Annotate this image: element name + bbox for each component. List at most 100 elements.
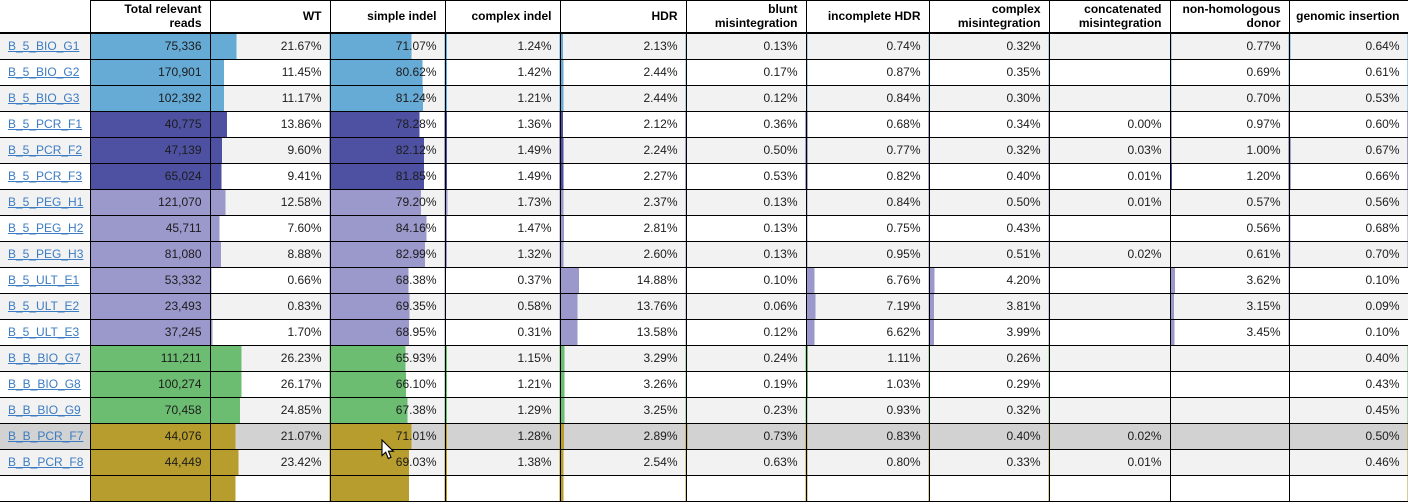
cell-non-homologous-donor <box>1169 396 1290 424</box>
col-header-complex-indel: complex indel <box>444 0 561 34</box>
cell-non-homologous-donor: 0.97% <box>1169 110 1290 138</box>
cell-simple-indel: 78.28% <box>329 110 446 138</box>
table-row: B_5_PEG_H1 121,070 12.58% 79.20% 1.73% 2.37% 0… <box>0 188 1408 216</box>
cell-non-homologous-donor: 3.45% <box>1169 318 1290 346</box>
cell-blunt-misintegration: 0.19% <box>685 370 807 398</box>
cell-total-reads: 65,024 <box>89 162 211 190</box>
row-label-cell: B_5_ULT_E1 <box>0 266 91 294</box>
row-label-cell: B_5_PEG_H3 <box>0 240 91 268</box>
table-row: B_B_BIO_G9 70,458 24.85% 67.38% 1.29% 3.25% 0.… <box>0 396 1408 424</box>
cell-simple-indel: 66.10% <box>329 370 446 398</box>
cell-simple-indel: 80.62% <box>329 58 446 86</box>
table-row: B_5_PCR_F3 65,024 9.41% 81.85% 1.49% 2.27% 0.5… <box>0 162 1408 190</box>
table-body: B_5_BIO_G1 75,336 21.67% 71.07% 1.24% 2.13% 0.… <box>0 32 1408 502</box>
cell-genomic-insertion: 0.09% <box>1288 292 1408 320</box>
cell-simple-indel: 68.38% <box>329 266 446 294</box>
cell-complex-misintegration: 0.29% <box>928 370 1050 398</box>
cell-simple-indel: 84.16% <box>329 214 446 242</box>
cell-hdr: 14.88% <box>559 266 687 294</box>
cell-hdr: 2.60% <box>559 240 687 268</box>
cell-total-reads: 100,274 <box>89 370 211 398</box>
cell-complex-misintegration: 0.30% <box>928 84 1050 112</box>
cell-blunt-misintegration: 0.06% <box>685 292 807 320</box>
cell-complex-misintegration: 0.40% <box>928 422 1050 450</box>
cell-complex-misintegration: 0.35% <box>928 58 1050 86</box>
cell-complex-indel: 1.21% <box>444 370 561 398</box>
cell-complex-indel: 0.37% <box>444 266 561 294</box>
cell-complex-indel: 1.47% <box>444 214 561 242</box>
cell-complex-misintegration: 3.81% <box>928 292 1050 320</box>
row-label-link[interactable]: B_5_PCR_F3 <box>8 169 83 183</box>
cell-complex-indel: 1.73% <box>444 188 561 216</box>
cell-wt: 23.42% <box>209 448 331 476</box>
row-label-link[interactable]: B_5_PCR_F2 <box>8 143 83 157</box>
cell-wt: 0.83% <box>209 292 331 320</box>
cell-hdr: 2.44% <box>559 58 687 86</box>
cell-wt <box>209 474 331 502</box>
cell-genomic-insertion: 0.56% <box>1288 188 1408 216</box>
col-header-row-label <box>0 0 91 34</box>
cell-genomic-insertion: 0.10% <box>1288 266 1408 294</box>
cell-simple-indel: 81.85% <box>329 162 446 190</box>
row-label-link[interactable]: B_5_PEG_H3 <box>8 247 84 261</box>
row-label-link[interactable]: B_5_PCR_F1 <box>8 117 83 131</box>
cell-wt: 9.41% <box>209 162 331 190</box>
row-label-link[interactable]: B_B_PCR_F8 <box>8 455 84 469</box>
cell-simple-indel: 69.03% <box>329 448 446 476</box>
cell-genomic-insertion: 0.60% <box>1288 110 1408 138</box>
col-header-concatenated-misintegration: concatenated misintegration <box>1048 0 1171 34</box>
cell-complex-misintegration: 0.32% <box>928 396 1050 424</box>
row-label-link[interactable]: B_5_ULT_E3 <box>8 325 80 339</box>
cell-total-reads: 45,711 <box>89 214 211 242</box>
cell-complex-indel: 1.21% <box>444 84 561 112</box>
cell-incomplete-hdr: 0.77% <box>805 136 930 164</box>
row-label-cell: B_B_BIO_G9 <box>0 396 91 424</box>
cell-concatenated-misintegration <box>1048 474 1171 502</box>
col-header-blunt-misintegration: blunt misintegration <box>685 0 807 34</box>
row-label-link[interactable]: B_B_BIO_G8 <box>8 377 81 391</box>
row-label-link[interactable]: B_5_ULT_E1 <box>8 273 80 287</box>
row-label-cell: B_5_PEG_H2 <box>0 214 91 242</box>
cell-genomic-insertion: 0.43% <box>1288 370 1408 398</box>
cell-genomic-insertion: 0.68% <box>1288 214 1408 242</box>
cell-total-reads: 44,076 <box>89 422 211 450</box>
cell-incomplete-hdr: 0.95% <box>805 240 930 268</box>
cell-non-homologous-donor: 0.57% <box>1169 188 1290 216</box>
cell-genomic-insertion: 0.66% <box>1288 162 1408 190</box>
table-row: B_5_PEG_H3 81,080 8.88% 82.99% 1.32% 2.60% 0.1… <box>0 240 1408 268</box>
cell-total-reads: 170,901 <box>89 58 211 86</box>
cell-wt: 8.88% <box>209 240 331 268</box>
cell-blunt-misintegration: 0.17% <box>685 58 807 86</box>
row-label-link[interactable]: B_5_PEG_H2 <box>8 221 84 235</box>
cell-wt: 21.07% <box>209 422 331 450</box>
row-label-link[interactable]: B_5_BIO_G1 <box>8 39 80 54</box>
row-label-link[interactable]: B_5_BIO_G3 <box>8 91 80 105</box>
cell-total-reads <box>89 474 211 502</box>
col-header-genomic-insertion: genomic insertion <box>1288 0 1408 34</box>
cell-complex-indel: 1.36% <box>444 110 561 138</box>
row-label-link[interactable]: B_5_ULT_E2 <box>8 299 80 313</box>
table-row: B_B_BIO_G8 100,274 26.17% 66.10% 1.21% 3.26% 0… <box>0 370 1408 398</box>
cell-hdr: 2.44% <box>559 84 687 112</box>
row-label-link[interactable]: B_B_BIO_G9 <box>8 403 81 417</box>
cell-genomic-insertion: 0.64% <box>1288 32 1408 60</box>
row-label-link[interactable]: B_B_BIO_G7 <box>8 351 81 365</box>
cell-concatenated-misintegration: 0.02% <box>1048 240 1171 268</box>
cell-complex-indel <box>444 474 561 502</box>
row-label-cell: B_B_BIO_G7 <box>0 344 91 372</box>
table-row: B_5_ULT_E3 37,245 1.70% 68.95% 0.31% 13.58% 0.… <box>0 318 1408 346</box>
cell-non-homologous-donor: 0.69% <box>1169 58 1290 86</box>
row-label-link[interactable]: B_5_PEG_H1 <box>8 195 84 209</box>
cell-hdr: 13.58% <box>559 318 687 346</box>
row-label-link[interactable]: B_B_PCR_F7 <box>8 429 84 443</box>
cell-non-homologous-donor: 3.62% <box>1169 266 1290 294</box>
cell-wt: 11.45% <box>209 58 331 86</box>
cell-simple-indel: 71.01% <box>329 422 446 450</box>
cell-simple-indel: 71.07% <box>329 32 446 60</box>
row-label-link[interactable]: B_5_BIO_G2 <box>8 65 80 79</box>
cell-total-reads: 37,245 <box>89 318 211 346</box>
cell-blunt-misintegration: 0.13% <box>685 240 807 268</box>
header-row: Total relevant reads WT simple indel comple… <box>0 0 1408 34</box>
